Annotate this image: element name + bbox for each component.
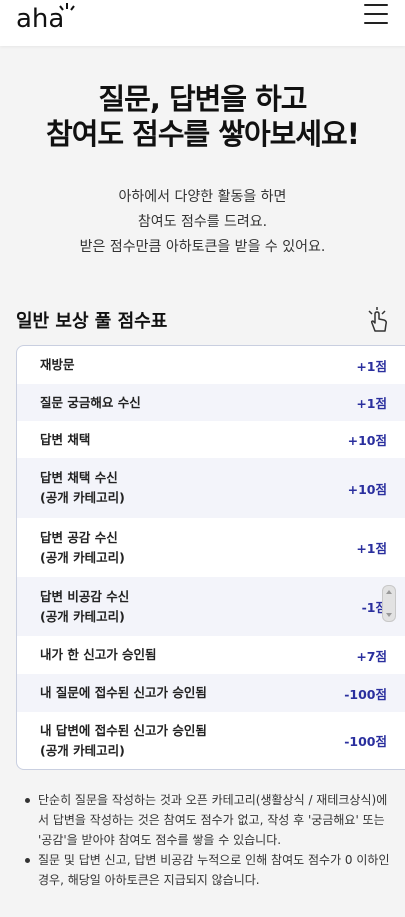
aha-logo[interactable]: aha bbox=[16, 0, 86, 34]
row-points: -1점 bbox=[361, 600, 387, 615]
table-row: 질문 궁금해요 수신 +1점 bbox=[17, 384, 405, 421]
row-label: 답변 비공감 수신 (공개 카테고리) bbox=[40, 588, 130, 624]
row-points: -100점 bbox=[344, 734, 387, 749]
row-label: 답변 공감 수신 (공개 카테고리) bbox=[40, 529, 125, 565]
top-header: aha bbox=[0, 0, 405, 46]
row-points: +10점 bbox=[347, 433, 387, 448]
reward-table-title: 일반 보상 풀 점수표 bbox=[16, 311, 168, 332]
row-points: +1점 bbox=[356, 541, 387, 556]
row-points: +1점 bbox=[356, 358, 387, 374]
table-row: 재방문 +1점 bbox=[17, 346, 405, 384]
row-label: 내 질문에 접수된 신고가 승인됨 bbox=[40, 685, 207, 700]
hero-title-line2: 참여도 점수를 쌓아보세요! bbox=[46, 117, 360, 151]
row-label: 내가 한 신고가 승인됨 bbox=[40, 647, 157, 662]
reward-score-table: 재방문 +1점 질문 궁금해요 수신 +1점 답변 채택 +10점 답변 채택 … bbox=[16, 345, 405, 770]
row-points: +1점 bbox=[356, 396, 387, 411]
row-points: +7점 bbox=[356, 648, 387, 664]
hand-pointer-icon bbox=[368, 307, 387, 332]
hamburger-menu-icon[interactable] bbox=[363, 2, 389, 28]
row-label: 답변 채택 수신 (공개 카테고리) bbox=[40, 470, 125, 505]
row-points: +10점 bbox=[347, 481, 387, 497]
note-item: 단순히 질문을 작성하는 것과 오픈 카테고리(생활상식 / 재테크상식)에서 … bbox=[24, 790, 390, 850]
hero-title: 질문, 답변을 하고 참여도 점수를 쌓아보세요! bbox=[0, 82, 405, 152]
table-row: 내가 한 신고가 승인됨 +7점 bbox=[17, 636, 405, 674]
table-row: 답변 채택 +10점 bbox=[17, 421, 405, 458]
notes-list: 단순히 질문을 작성하는 것과 오픈 카테고리(생활상식 / 재테크상식)에서 … bbox=[24, 790, 390, 890]
table-row: 내 답변에 접수된 신고가 승인됨 (공개 카테고리) -100점 bbox=[17, 712, 405, 769]
note-item: 질문 및 답변 신고, 답변 비공감 누적으로 인해 참여도 점수가 0 이하인… bbox=[24, 850, 390, 890]
row-label: 질문 궁금해요 수신 bbox=[40, 394, 141, 410]
table-row: 답변 채택 수신 (공개 카테고리) +10점 bbox=[17, 458, 405, 518]
table-scrollbar[interactable] bbox=[382, 585, 396, 622]
hero-description: 아하에서 다양한 활동을 하면 참여도 점수를 드려요. 받은 점수만큼 아하토… bbox=[0, 185, 405, 260]
table-row: 내 질문에 접수된 신고가 승인됨 -100점 bbox=[17, 674, 405, 712]
row-label: 답변 채택 bbox=[40, 431, 91, 447]
table-row: 답변 공감 수신 (공개 카테고리) +1점 bbox=[17, 518, 405, 577]
row-label: 재방문 bbox=[40, 357, 75, 372]
table-row: 답변 비공감 수신 (공개 카테고리) -1점 bbox=[17, 577, 405, 636]
hero-desc-line3: 받은 점수만큼 아하토큰을 받을 수 있어요. bbox=[79, 239, 326, 255]
hero-desc-line2: 참여도 점수를 드려요. bbox=[137, 214, 268, 230]
hero-desc-line1: 아하에서 다양한 활동을 하면 bbox=[118, 189, 287, 205]
hero-title-line1: 질문, 답변을 하고 bbox=[98, 82, 308, 116]
row-label: 내 답변에 접수된 신고가 승인됨 (공개 카테고리) bbox=[40, 722, 207, 758]
logo-text: aha bbox=[16, 4, 64, 34]
row-points: -100점 bbox=[344, 686, 387, 702]
